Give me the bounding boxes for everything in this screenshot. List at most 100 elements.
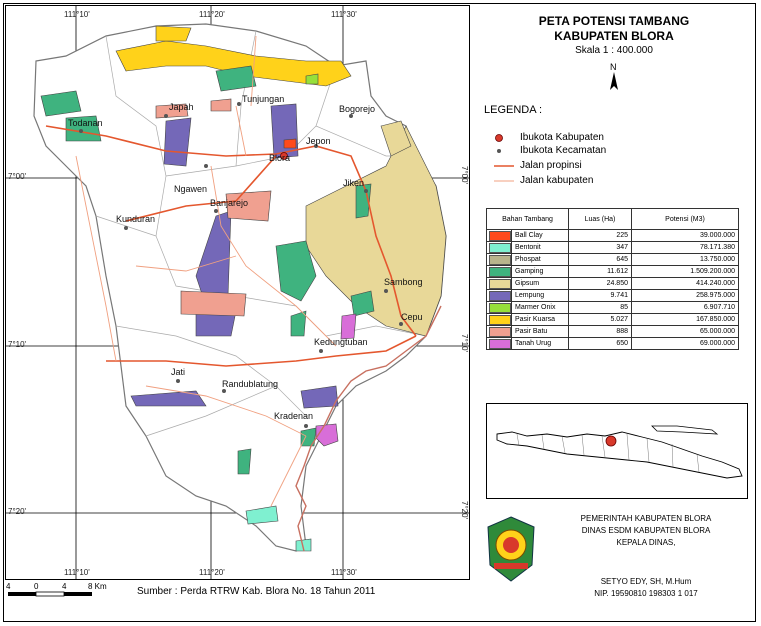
north-arrow-icon: N <box>610 62 618 90</box>
material-name: Gipsum <box>511 277 569 290</box>
gov-line3: KEPALA DINAS, <box>616 538 676 547</box>
material-name: Bentonit <box>511 241 569 254</box>
gov-line1: PEMERINTAH KABUPATEN BLORA <box>580 514 712 523</box>
table-row: Tanah Urug 650 69.000.000 <box>486 337 739 350</box>
gov-line2: DINAS ESDM KABUPATEN BLORA <box>581 526 711 535</box>
place-banjarejo: Banjarejo <box>210 198 249 208</box>
material-area: 9.741 <box>568 289 632 302</box>
material-name: Ball Clay <box>511 229 569 242</box>
lon-label-3: 111°30' <box>331 10 357 19</box>
legend-item-district: Ibukota Kecamatan <box>494 145 606 156</box>
svg-text:N: N <box>610 62 617 72</box>
map-panel: 111°10' 111°20' 111°30' 111°10' 111°20' … <box>5 5 470 580</box>
table-row: Pasir Batu 888 65.000.000 <box>486 325 739 338</box>
material-name: Pasir Kuarsa <box>511 313 569 326</box>
lon-label-bottom-1: 111°10' <box>64 568 90 577</box>
material-swatch <box>489 314 511 325</box>
lat-label-2: 7°10' <box>8 340 27 349</box>
legend-item-regency-road: Jalan kabupaten <box>494 175 594 186</box>
material-area: 225 <box>568 229 632 242</box>
place-kedungtuban: Kedungtuban <box>314 337 368 347</box>
material-swatch <box>489 302 511 313</box>
place-kradenan: Kradenan <box>274 411 314 421</box>
material-swatch <box>489 338 511 349</box>
lon-label-bottom-3: 111°30' <box>331 568 357 577</box>
bengawan-solo-river <box>295 305 442 552</box>
material-area: 85 <box>568 301 632 314</box>
lat-label-right-3: 7°20' <box>460 501 469 520</box>
table-row: Pasir Kuarsa 5.027 167.850.000 <box>486 313 739 326</box>
regency-map <box>6 6 469 579</box>
material-swatch <box>489 278 511 289</box>
material-area: 645 <box>568 253 632 266</box>
scale-tick-3: 4 <box>62 582 67 591</box>
map-frame <box>3 3 756 622</box>
lat-label-right-1: 7°00' <box>460 166 469 185</box>
java-island-outline <box>496 425 743 479</box>
place-blora: Blora <box>269 153 291 163</box>
table-row: Phospat 645 13.750.000 <box>486 253 739 266</box>
place-tunjungan: Tunjungan <box>242 94 285 104</box>
material-name: Gamping <box>511 265 569 278</box>
material-name: Pasir Batu <box>511 325 569 338</box>
material-swatch <box>489 230 511 241</box>
lat-label-3: 7°20' <box>8 507 27 516</box>
table-row: Lempung 9.741 258.975.000 <box>486 289 739 302</box>
place-cepu: Cepu <box>401 312 423 322</box>
scale-bar: 4 0 4 8 Km <box>6 582 107 597</box>
header-area: Luas (Ha) <box>568 208 632 230</box>
table-row: Ball Clay 225 39.000.000 <box>486 229 739 242</box>
header-material: Bahan Tambang <box>486 208 569 230</box>
lon-label-bottom-2: 111°20' <box>199 568 225 577</box>
lat-label-right-2: 7°10' <box>460 334 469 353</box>
material-potential: 6.907.710 <box>631 301 739 314</box>
material-potential: 78.171.380 <box>631 241 739 254</box>
material-area: 650 <box>568 337 632 350</box>
material-area: 5.027 <box>568 313 632 326</box>
table-row: Gipsum 24.850 414.240.000 <box>486 277 739 290</box>
scale-tick-1: 4 <box>6 582 11 591</box>
material-area: 11.612 <box>568 265 632 278</box>
place-japah: Japah <box>169 102 194 112</box>
material-area: 888 <box>568 325 632 338</box>
lat-label-1: 7°00' <box>8 172 27 181</box>
blora-regency-seal-icon <box>487 516 535 582</box>
material-swatch <box>489 242 511 253</box>
scale-tick-2: 0 <box>34 582 39 591</box>
settlement-markers <box>79 102 403 428</box>
place-jiken: Jiken <box>343 178 365 188</box>
material-swatch <box>489 266 511 277</box>
material-potential: 65.000.000 <box>631 325 739 338</box>
material-potential: 414.240.000 <box>631 277 739 290</box>
mineral-deposits <box>40 25 447 552</box>
table-row: Gamping 11.612 1.509.200.000 <box>486 265 739 278</box>
material-name: Marmer Onix <box>511 301 569 314</box>
legend-item-province-road: Jalan propinsi <box>494 160 582 171</box>
place-todanan: Todanan <box>68 118 103 128</box>
table-row: Bentonit 347 78.171.380 <box>486 241 739 254</box>
place-ngawen: Ngawen <box>174 184 208 194</box>
table-row: Marmer Onix 85 6.907.710 <box>486 301 739 314</box>
lon-label-1: 111°10' <box>64 10 90 19</box>
legend-item-capital: Ibukota Kabupaten <box>494 132 604 143</box>
regency-roads <box>75 35 337 507</box>
map-title-line2: KABUPATEN BLORA <box>554 29 674 43</box>
scale-tick-4: 8 Km <box>88 582 107 591</box>
material-area: 347 <box>568 241 632 254</box>
blora-location-marker <box>605 435 617 447</box>
place-randublatung: Randublatung <box>222 379 279 389</box>
header-potential: Potensi (M3) <box>631 208 739 230</box>
legend-heading: LEGENDA : <box>484 104 543 116</box>
material-potential: 167.850.000 <box>631 313 739 326</box>
material-area: 24.850 <box>568 277 632 290</box>
lon-label-2: 111°20' <box>199 10 225 19</box>
material-swatch <box>489 290 511 301</box>
place-jepon: Jepon <box>306 136 331 146</box>
place-sambong: Sambong <box>384 277 423 287</box>
material-swatch <box>489 254 511 265</box>
material-swatch <box>489 326 511 337</box>
material-potential: 258.975.000 <box>631 289 739 302</box>
material-name: Lempung <box>511 289 569 302</box>
material-potential: 39.000.000 <box>631 229 739 242</box>
scale-text: Skala 1 : 400.000 <box>575 45 653 56</box>
